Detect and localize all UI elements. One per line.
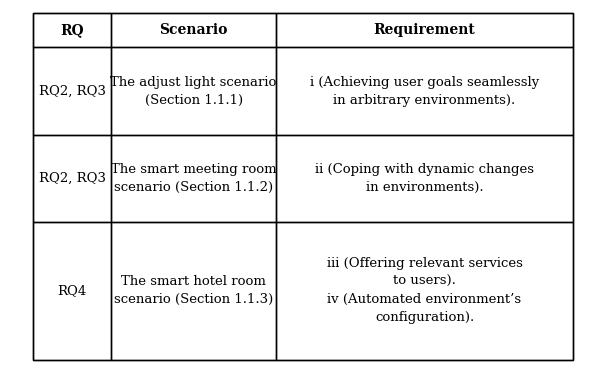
Text: The smart meeting room
scenario (Section 1.1.2): The smart meeting room scenario (Section… (111, 163, 276, 194)
Bar (111, 135, 276, 222)
Bar (276, 13, 573, 47)
Bar (33, 47, 111, 135)
Text: iii (Offering relevant services
to users).
iv (Automated environment’s
configura: iii (Offering relevant services to users… (327, 257, 522, 324)
Text: RQ2, RQ3: RQ2, RQ3 (38, 172, 106, 185)
Text: ii (Coping with dynamic changes
in environments).: ii (Coping with dynamic changes in envir… (315, 163, 534, 194)
Bar (33, 13, 111, 47)
Text: i (Achieving user goals seamlessly
in arbitrary environments).: i (Achieving user goals seamlessly in ar… (310, 76, 539, 106)
Bar (111, 47, 276, 135)
Text: RQ2, RQ3: RQ2, RQ3 (38, 85, 106, 98)
Text: RQ4: RQ4 (57, 285, 87, 298)
Bar (33, 222, 111, 360)
Bar (276, 222, 573, 360)
Bar (276, 135, 573, 222)
Text: The smart hotel room
scenario (Section 1.1.3): The smart hotel room scenario (Section 1… (114, 275, 273, 306)
Bar (276, 47, 573, 135)
Bar (33, 135, 111, 222)
Bar (111, 222, 276, 360)
Text: RQ: RQ (60, 23, 84, 37)
Text: Requirement: Requirement (374, 23, 475, 37)
Bar (111, 13, 276, 47)
Text: The adjust light scenario
(Section 1.1.1): The adjust light scenario (Section 1.1.1… (110, 76, 277, 106)
Text: Scenario: Scenario (159, 23, 228, 37)
